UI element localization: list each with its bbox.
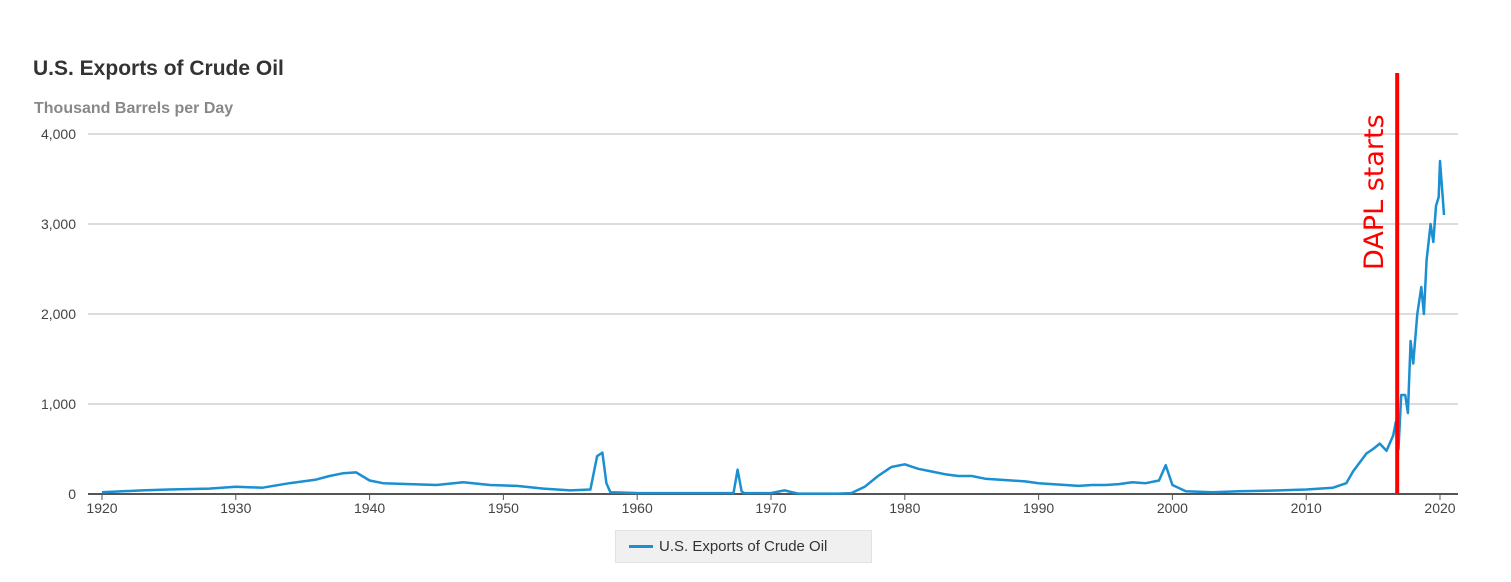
y-tick-label: 2,000 bbox=[41, 306, 76, 322]
x-tick-label: 1990 bbox=[1023, 500, 1054, 516]
y-tick-label: 1,000 bbox=[41, 396, 76, 412]
x-tick-label: 2000 bbox=[1157, 500, 1188, 516]
y-tick-label: 0 bbox=[68, 486, 76, 502]
annotation-label: DAPL starts bbox=[1359, 114, 1390, 270]
y-axis-label: Thousand Barrels per Day bbox=[34, 100, 234, 117]
y-tick-label: 3,000 bbox=[41, 216, 76, 232]
x-tick-label: 1940 bbox=[354, 500, 385, 516]
y-tick-label: 4,000 bbox=[41, 126, 76, 142]
x-tick-label: 2020 bbox=[1424, 500, 1455, 516]
x-tick-label: 1920 bbox=[86, 500, 117, 516]
x-tick-label: 1980 bbox=[889, 500, 920, 516]
x-tick-label: 1950 bbox=[488, 500, 519, 516]
x-tick-label: 1960 bbox=[622, 500, 653, 516]
x-tick-label: 1930 bbox=[220, 500, 251, 516]
legend-swatch bbox=[629, 545, 653, 548]
legend-item[interactable]: U.S. Exports of Crude Oil bbox=[615, 530, 872, 563]
legend-label: U.S. Exports of Crude Oil bbox=[659, 538, 828, 555]
x-tick-label: 2010 bbox=[1291, 500, 1322, 516]
series-line bbox=[101, 159, 1446, 495]
chart-title: U.S. Exports of Crude Oil bbox=[33, 57, 284, 80]
x-tick-label: 1970 bbox=[755, 500, 786, 516]
